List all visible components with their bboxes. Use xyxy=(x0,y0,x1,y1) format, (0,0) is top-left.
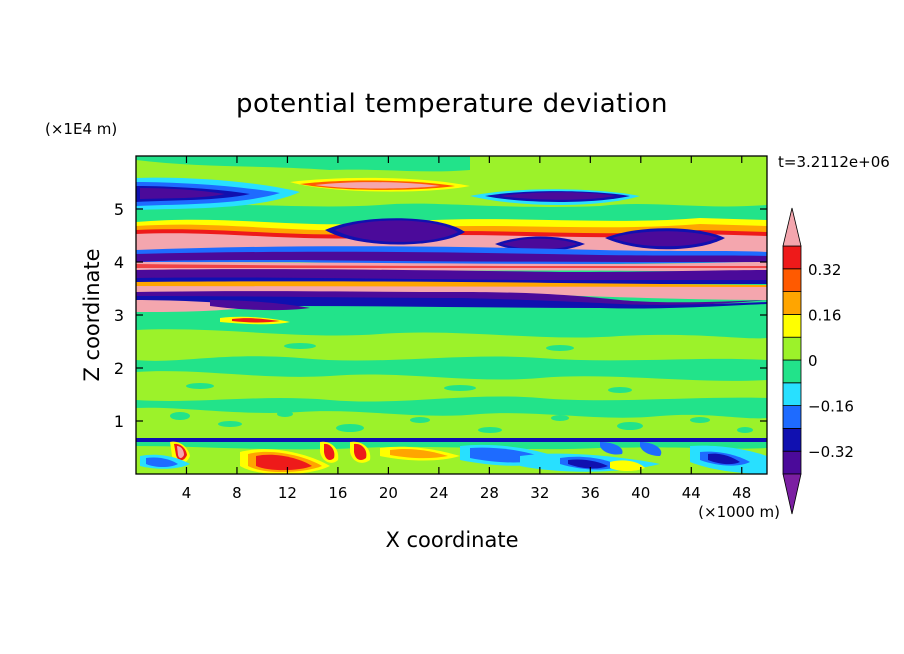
contour-region xyxy=(146,457,178,467)
contour-region xyxy=(210,300,310,311)
colorbar-bin xyxy=(782,359,802,384)
x-axis-unit: (×1000 m) xyxy=(698,503,780,521)
contour-region xyxy=(140,188,225,199)
contour-region xyxy=(610,460,645,471)
y-tick-label: 5 xyxy=(114,200,124,219)
colorbar-label: 0.32 xyxy=(808,261,841,279)
y-axis-label: Z coordinate xyxy=(80,248,104,381)
contour-region xyxy=(390,448,448,459)
contour-field xyxy=(136,156,767,474)
y-tick-label: 4 xyxy=(114,253,124,272)
contour-region xyxy=(600,442,623,455)
time-label: t=3.2112e+06 xyxy=(778,153,890,171)
x-tick-label: 36 xyxy=(581,484,600,502)
colorbar-bin xyxy=(782,405,802,429)
x-axis-ticks: 4 8 12 16 20 24 28 32 36 40 44 48 xyxy=(182,156,751,502)
chart-title: potential temperature deviation xyxy=(236,89,668,119)
x-tick-label: 48 xyxy=(732,484,751,502)
y-tick-label: 2 xyxy=(114,359,124,378)
contour-region xyxy=(150,312,767,329)
colorbar xyxy=(782,207,802,515)
contour-region xyxy=(502,238,578,250)
colorbar-extend-min xyxy=(782,473,802,515)
contour-region xyxy=(136,438,767,442)
colorbar-bin xyxy=(782,382,802,406)
contour-region xyxy=(612,231,718,247)
contour-region xyxy=(232,318,280,323)
contour-region xyxy=(136,281,767,287)
colorbar-extend-max xyxy=(782,207,802,247)
y-axis-ticks: 1 2 3 4 5 xyxy=(114,200,767,431)
colorbar-label: 0.16 xyxy=(808,306,841,324)
x-tick-label: 16 xyxy=(328,484,347,502)
x-tick-label: 24 xyxy=(429,484,448,502)
contour-region xyxy=(136,329,767,361)
contour-region xyxy=(136,251,767,262)
colorbar-bin xyxy=(782,427,802,452)
contour-region xyxy=(640,442,662,456)
contour-region xyxy=(256,454,312,471)
colorbar-bin xyxy=(782,268,802,292)
contour-speckles xyxy=(170,343,753,433)
colorbar-label: −0.32 xyxy=(808,443,854,461)
x-tick-label: 32 xyxy=(530,484,549,502)
contour-region xyxy=(354,443,367,460)
colorbar-label: 0 xyxy=(808,352,818,370)
contour-region xyxy=(177,446,184,458)
colorbar-bin xyxy=(782,313,802,338)
y-tick-label: 3 xyxy=(114,306,124,325)
contour-region xyxy=(136,300,260,312)
y-axis-unit: (×1E4 m) xyxy=(45,120,117,138)
colorbar-label: −0.16 xyxy=(808,398,854,416)
x-tick-label: 28 xyxy=(480,484,499,502)
x-axis-label: X coordinate xyxy=(385,528,518,552)
contour-region xyxy=(136,264,767,268)
y-tick-label: 1 xyxy=(114,412,124,431)
contour-region xyxy=(324,443,335,460)
x-tick-label: 44 xyxy=(682,484,701,502)
contour-region xyxy=(568,459,608,469)
x-tick-label: 12 xyxy=(278,484,297,502)
colorbar-bin xyxy=(782,245,802,270)
contour-region xyxy=(708,453,740,465)
x-tick-label: 4 xyxy=(182,484,192,502)
x-tick-label: 40 xyxy=(631,484,650,502)
x-tick-label: 8 xyxy=(232,484,242,502)
contour-region xyxy=(315,182,440,189)
contour-region xyxy=(136,156,470,172)
colorbar-bin xyxy=(782,336,802,361)
colorbar-bin xyxy=(782,450,802,475)
contour-region xyxy=(136,446,767,474)
contour-region xyxy=(500,192,615,200)
colorbar-labels: 0.32 0.16 0 −0.16 −0.32 xyxy=(808,261,854,461)
x-tick-label: 20 xyxy=(379,484,398,502)
contour-region xyxy=(136,407,767,438)
colorbar-bin xyxy=(782,291,802,315)
contour-region xyxy=(335,220,458,242)
